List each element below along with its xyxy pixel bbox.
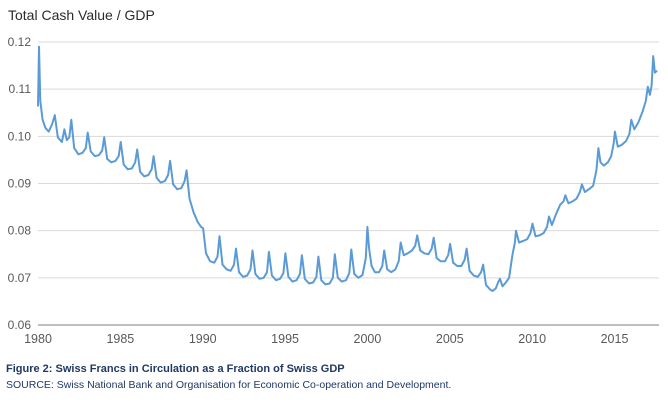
x-tick-label: 1990 [189, 332, 217, 346]
x-tick-label: 2000 [354, 332, 382, 346]
source-caption: SOURCE: Swiss National Bank and Organisa… [6, 379, 452, 391]
x-tick-label: 1980 [24, 332, 52, 346]
x-tick-label: 2010 [518, 332, 546, 346]
x-tick-label: 1985 [106, 332, 134, 346]
figure-caption: Figure 2: Swiss Francs in Circulation as… [6, 363, 345, 375]
chart-title: Total Cash Value / GDP [8, 7, 155, 23]
y-tick-label: 0.08 [8, 224, 32, 238]
x-tick-label: 1995 [271, 332, 299, 346]
x-tick-label: 2005 [436, 332, 464, 346]
y-tick-label: 0.12 [8, 35, 32, 49]
y-tick-label: 0.07 [8, 271, 32, 285]
y-tick-label: 0.10 [8, 129, 32, 143]
y-tick-label: 0.11 [9, 82, 32, 96]
y-tick-label: 0.06 [8, 318, 32, 332]
data-series-line [37, 45, 658, 292]
y-tick-label: 0.09 [8, 177, 32, 191]
x-tick-label: 2015 [601, 332, 629, 346]
